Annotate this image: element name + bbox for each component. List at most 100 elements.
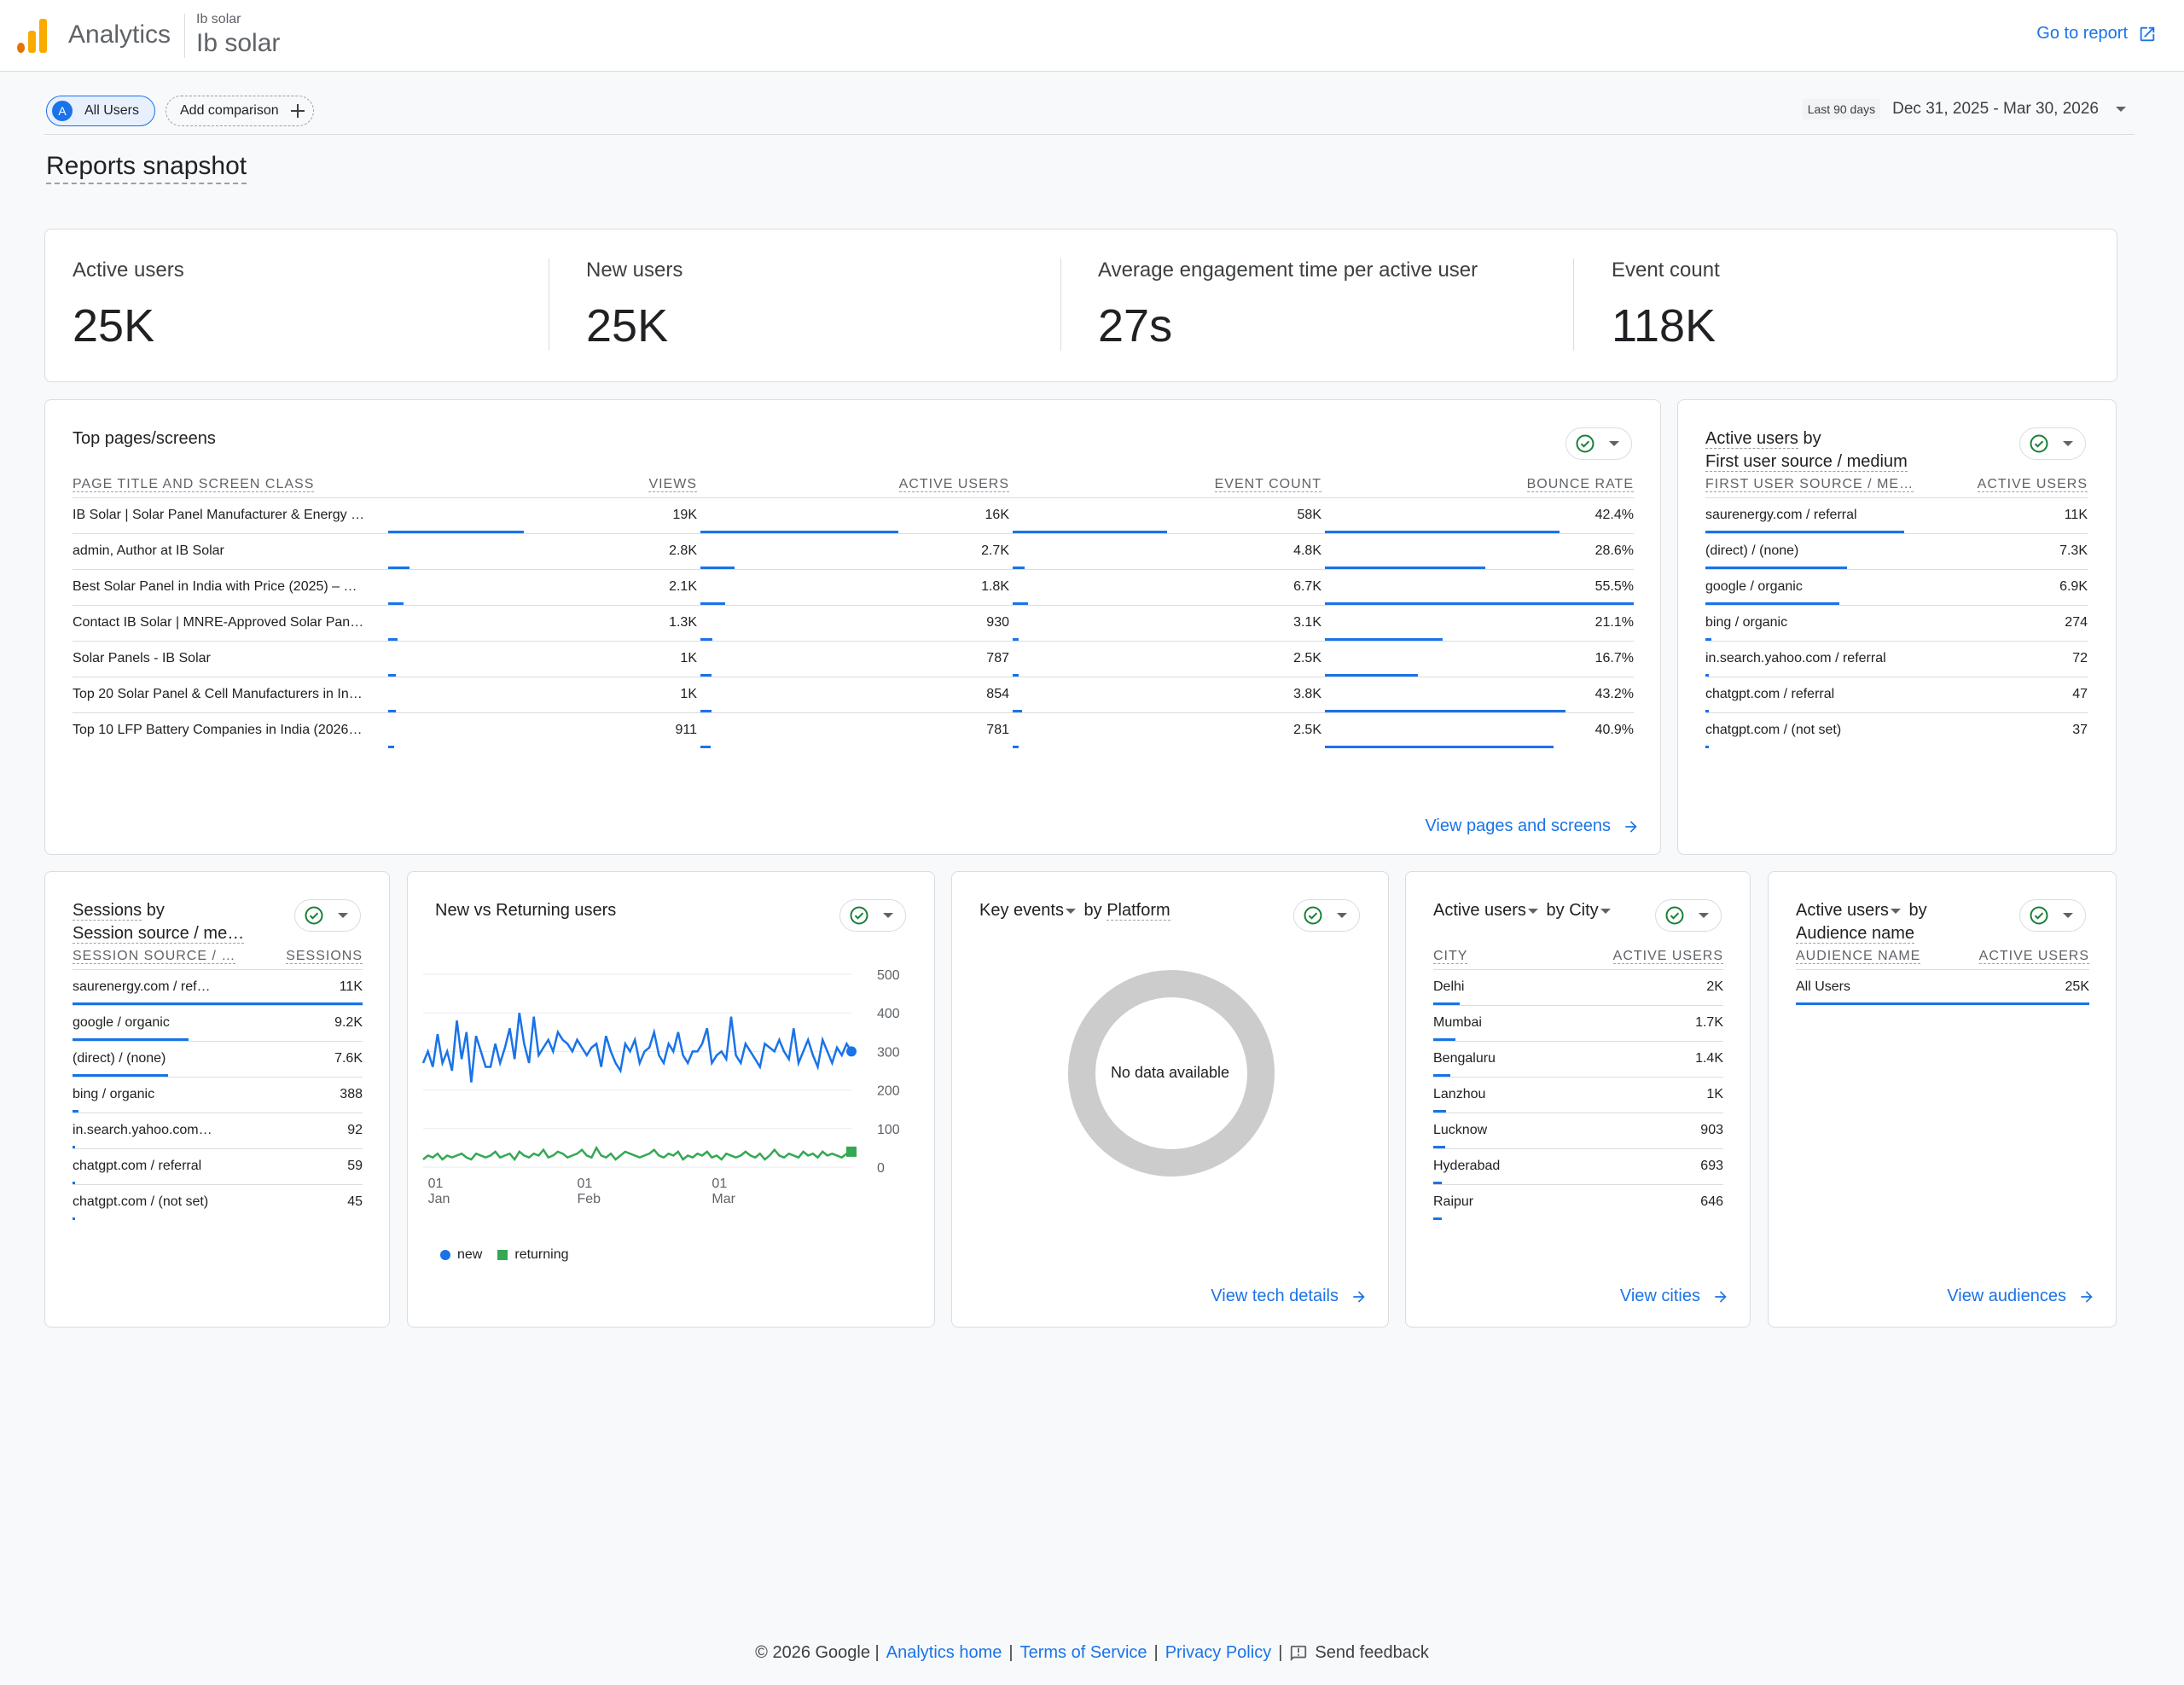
column-header[interactable]: PAGE TITLE AND SCREEN CLASS [73, 472, 385, 498]
date-range-picker[interactable]: Last 90 days Dec 31, 2025 - Mar 30, 2026 [1802, 99, 2126, 119]
table-row[interactable]: Top 10 LFP Battery Companies in India (2… [73, 712, 1634, 748]
dimension-selector[interactable]: Platform [1107, 901, 1170, 921]
card-options-button[interactable] [2019, 899, 2086, 932]
terms-link[interactable]: Terms of Service [1019, 1643, 1147, 1662]
page-title[interactable]: Reports snapshot [46, 152, 247, 184]
active-cell: 16K [697, 497, 1009, 534]
card-options-button[interactable] [839, 899, 906, 932]
kpi-active-users[interactable]: Active users 25K [45, 230, 557, 381]
view-tech-details-link[interactable]: View tech details [1211, 1287, 1368, 1306]
table-row[interactable]: chatgpt.com / (not set) 37 [1705, 712, 2088, 748]
chevron-down-icon[interactable] [1527, 908, 1538, 914]
metric-selector[interactable]: Active users [1796, 901, 1889, 920]
table-row[interactable]: (direct) / (none) 7.6K [73, 1041, 363, 1078]
metric-selector[interactable]: Key events [979, 901, 1064, 920]
dimension-selector[interactable]: Audience name [1796, 924, 1914, 944]
table-row[interactable]: in.search.yahoo.com / referral 72 [1705, 641, 2088, 677]
table-row[interactable]: Best Solar Panel in India with Price (20… [73, 569, 1634, 606]
column-header[interactable]: CITY [1433, 944, 1604, 970]
send-feedback-button[interactable]: Send feedback [1289, 1643, 1429, 1663]
table-row[interactable]: bing / organic 388 [73, 1077, 363, 1113]
table-row[interactable]: IB Solar | Solar Panel Manufacturer & En… [73, 497, 1634, 534]
table-row[interactable]: google / organic 6.9K [1705, 569, 2088, 606]
chevron-down-icon[interactable] [1065, 908, 1076, 914]
arrow-right-icon [1715, 1290, 1727, 1303]
column-header[interactable]: FIRST USER SOURCE / ME… [1705, 472, 1961, 498]
row-value: 6.9K [1961, 569, 2088, 606]
row-value: 903 [1604, 1113, 1723, 1149]
view-audiences-link[interactable]: View audiences [1947, 1287, 2095, 1306]
table-row[interactable]: Mumbai 1.7K [1433, 1005, 1723, 1042]
dimension-selector[interactable]: City [1569, 901, 1599, 920]
row-value: 37 [2072, 723, 2088, 738]
card-options-button[interactable] [1565, 427, 1632, 460]
table-header-row: PAGE TITLE AND SCREEN CLASS VIEWS ACTIVE… [73, 472, 1634, 498]
analytics-logo-icon[interactable] [17, 19, 48, 53]
table-row[interactable]: Top 20 Solar Panel & Cell Manufacturers … [73, 677, 1634, 713]
table-row[interactable]: chatgpt.com / (not set) 45 [73, 1184, 363, 1220]
dimension-selector[interactable]: Session source / me… [73, 924, 245, 944]
table-row[interactable]: Delhi 2K [1433, 969, 1723, 1006]
card-options-button[interactable] [2019, 427, 2086, 460]
kpi-avg-engagement[interactable]: Average engagement time per active user … [1071, 230, 1583, 381]
table-row[interactable]: saurenergy.com / ref… 11K [73, 969, 363, 1006]
column-header[interactable]: ACTIVE USERS [1961, 472, 2088, 498]
table-row[interactable]: in.search.yahoo.com… 92 [73, 1113, 363, 1149]
add-comparison-button[interactable]: Add comparison [166, 96, 314, 126]
table-row[interactable]: Raipur 646 [1433, 1184, 1723, 1220]
chevron-down-icon[interactable] [1600, 908, 1611, 914]
table-row[interactable]: chatgpt.com / referral 59 [73, 1148, 363, 1185]
title-by: by [1908, 901, 1927, 920]
table-row[interactable]: Lucknow 903 [1433, 1113, 1723, 1149]
column-header[interactable]: SESSIONS [277, 944, 363, 970]
kpi-new-users[interactable]: New users 25K [559, 230, 1071, 381]
bounce-cell: 21.1% [1321, 605, 1634, 642]
analytics-home-link[interactable]: Analytics home [886, 1643, 1002, 1662]
column-header[interactable]: SESSION SOURCE / … [73, 944, 277, 970]
table-row[interactable]: Contact IB Solar | MNRE-Approved Solar P… [73, 605, 1634, 642]
card-options-button[interactable] [1655, 899, 1722, 932]
chevron-down-icon [1699, 913, 1709, 918]
property-name[interactable]: Ib solar [196, 29, 281, 57]
table-row[interactable]: admin, Author at IB Solar 2.8K 2.7K 4.8K 28.… [73, 533, 1634, 570]
privacy-link[interactable]: Privacy Policy [1165, 1643, 1272, 1662]
row-value: 1K [1604, 1077, 1723, 1113]
table-row[interactable]: google / organic 9.2K [73, 1005, 363, 1042]
column-header[interactable]: BOUNCE RATE [1321, 472, 1634, 498]
table-row[interactable]: bing / organic 274 [1705, 605, 2088, 642]
table-row[interactable]: saurenergy.com / referral 11K [1705, 497, 2088, 534]
table-row[interactable]: Hyderabad 693 [1433, 1148, 1723, 1185]
column-header[interactable]: ACTIVE USERS [1966, 944, 2089, 970]
view-cities-link[interactable]: View cities [1620, 1287, 1729, 1306]
value-bar [1325, 673, 1418, 676]
all-users-segment-chip[interactable]: A All Users [46, 96, 155, 126]
table-row[interactable]: Solar Panels - IB Solar 1K 787 2.5K 16.7% [73, 641, 1634, 677]
series-endpoint-returning [846, 1146, 857, 1157]
metric-selector[interactable]: Sessions [73, 901, 142, 921]
table-row[interactable]: chatgpt.com / referral 47 [1705, 677, 2088, 713]
table-row[interactable]: (direct) / (none) 7.3K [1705, 533, 2088, 570]
column-header[interactable]: ACTIVE USERS [1604, 944, 1723, 970]
card-options-button[interactable] [1293, 899, 1360, 932]
column-header[interactable]: VIEWS [385, 472, 697, 498]
value-bar [1325, 709, 1566, 712]
table-row[interactable]: Bengaluru 1.4K [1433, 1041, 1723, 1078]
table-row[interactable]: Lanzhou 1K [1433, 1077, 1723, 1113]
column-header[interactable]: AUDIENCE NAME [1796, 944, 1966, 970]
kpi-event-count[interactable]: Event count 118K [1584, 230, 2096, 381]
dimension-selector[interactable]: First user source / medium [1705, 452, 1908, 472]
y-tick-label: 300 [877, 1045, 900, 1060]
card-options-button[interactable] [294, 899, 361, 932]
metric-selector[interactable]: Active users [1705, 429, 1798, 449]
arrow-right-icon [1353, 1290, 1365, 1303]
chevron-down-icon[interactable] [1890, 908, 1901, 914]
metric-selector[interactable]: Active users [1433, 901, 1526, 920]
table-row[interactable]: All Users 25K [1796, 969, 2089, 1005]
column-header[interactable]: ACTIVE USERS [697, 472, 1009, 498]
column-header[interactable]: EVENT COUNT [1009, 472, 1321, 498]
go-to-report-link[interactable]: Go to report [2036, 24, 2157, 44]
audience-card: Active users by Audience name AUDIENCE N… [1768, 871, 2117, 1328]
view-pages-link[interactable]: View pages and screens [1425, 816, 1640, 836]
account-name[interactable]: Ib solar [196, 12, 241, 26]
